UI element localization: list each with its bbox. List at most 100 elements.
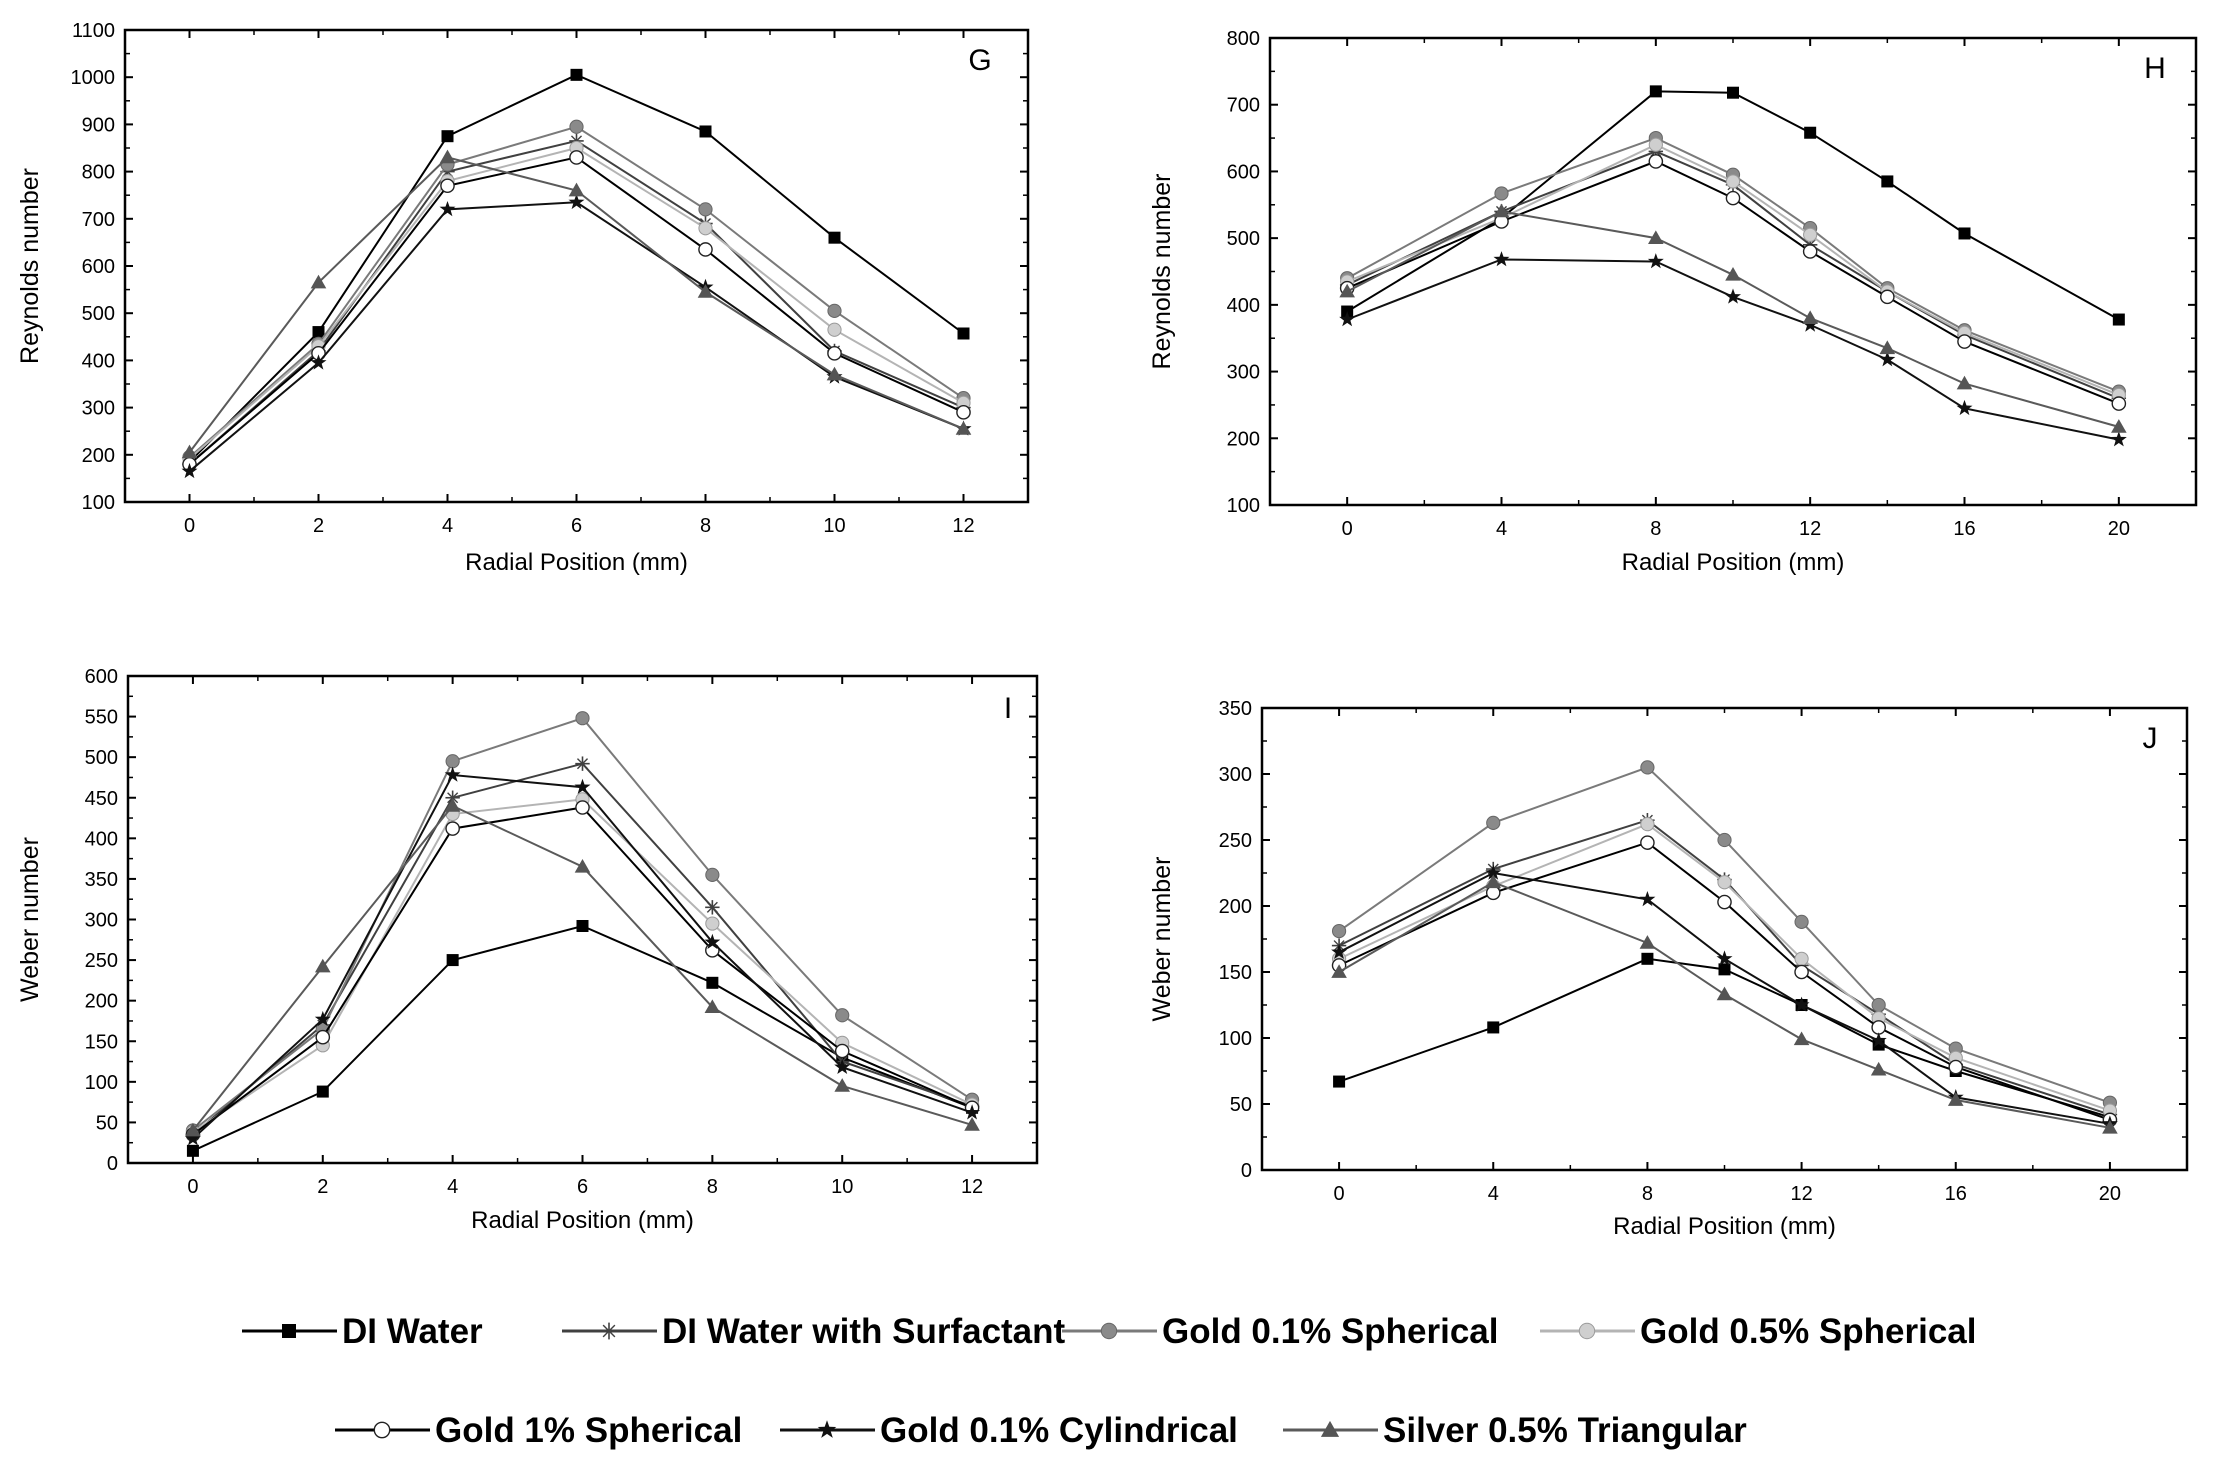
y-axis-label: Weber number (1148, 857, 1176, 1022)
panel-label: I (1004, 692, 1012, 725)
data-point (446, 954, 459, 967)
data-point (1639, 891, 1656, 907)
series-line (1346, 90, 2120, 321)
data-point (1339, 283, 1355, 298)
y-tick-label: 600 (82, 256, 115, 278)
data-point (1725, 174, 1741, 189)
data-point (698, 242, 713, 257)
data-point (1948, 1059, 1964, 1075)
data-point (1957, 334, 1972, 349)
data-point (1725, 288, 1741, 304)
data-point (827, 346, 842, 361)
data-point (1881, 175, 1894, 188)
data-point (314, 958, 331, 973)
legend-swatch-marker (817, 1420, 837, 1438)
data-point (181, 462, 198, 479)
x-tick-label: 0 (184, 515, 195, 537)
data-point (575, 711, 590, 726)
y-axis-label: Weber number (16, 837, 44, 1002)
series-line (1338, 871, 2111, 1125)
data-point (1870, 1032, 1887, 1048)
panel-label: H (2144, 52, 2166, 85)
legend-label: DI Water (342, 1312, 483, 1351)
data-point (1793, 1031, 1810, 1046)
legend: DI Water DI Water with Surfactant Gold 0.1… (242, 1312, 1977, 1450)
y-tick-label: 400 (82, 350, 115, 372)
data-point (1339, 311, 1356, 327)
series-g01c (1339, 251, 2127, 447)
x-tick-label: 6 (577, 1176, 588, 1198)
data-point (828, 231, 841, 244)
series-line (1338, 881, 2111, 1129)
data-point (1956, 399, 1973, 416)
data-point (1718, 963, 1731, 976)
y-tick-label: 200 (1219, 896, 1252, 918)
data-point (1487, 1021, 1500, 1034)
data-point (1802, 310, 1818, 325)
data-point (439, 201, 456, 217)
data-point (1879, 351, 1896, 367)
data-point (1493, 251, 1510, 267)
series-g1s (1331, 835, 2118, 1128)
data-point (1803, 227, 1818, 242)
y-tick-label: 50 (96, 1112, 118, 1134)
y-tick-label: 150 (85, 1031, 118, 1053)
data-point (1648, 137, 1663, 152)
data-point (834, 1043, 850, 1059)
data-point (574, 778, 591, 794)
x-tick-label: 12 (1790, 1183, 1812, 1205)
data-point (706, 976, 719, 989)
data-point (1494, 186, 1509, 201)
data-point (964, 1104, 981, 1120)
x-tick-label: 2 (313, 515, 324, 537)
data-point (316, 1085, 329, 1098)
legend-swatch-marker (282, 1324, 296, 1338)
data-point (569, 150, 584, 165)
series-g01s (1331, 760, 2118, 1110)
y-tick-label: 800 (1227, 28, 1260, 50)
y-tick-label: 600 (85, 666, 118, 688)
data-point (1717, 894, 1732, 910)
legend-label: Gold 1% Spherical (435, 1411, 742, 1450)
data-point (835, 1008, 850, 1023)
data-point (181, 444, 198, 459)
x-tick-label: 2 (317, 1176, 328, 1198)
y-axis-label: Reynolds number (1148, 174, 1176, 370)
y-tick-label: 350 (1219, 698, 1252, 720)
series-g1s (182, 150, 971, 472)
data-point (827, 303, 842, 318)
data-point (440, 178, 455, 194)
data-point (184, 1130, 201, 1146)
legend-item-dw: DI Water (242, 1312, 483, 1351)
data-point (2110, 431, 2127, 447)
data-point (1725, 190, 1741, 206)
legend-label: Gold 0.5% Spherical (1640, 1312, 1977, 1351)
data-point (1493, 203, 1510, 218)
y-tick-label: 250 (1219, 830, 1252, 852)
y-tick-label: 500 (1227, 228, 1260, 250)
data-point (1486, 815, 1501, 830)
data-point (705, 867, 720, 882)
data-point (1639, 935, 1656, 949)
y-tick-label: 100 (82, 492, 115, 514)
y-tick-label: 1100 (72, 20, 115, 42)
x-tick-label: 8 (1650, 518, 1661, 540)
series-line (192, 804, 973, 1132)
data-point (964, 1117, 980, 1131)
series-line (1346, 143, 2120, 396)
data-point (1802, 244, 1818, 259)
data-point (314, 1010, 331, 1027)
plot-frame (123, 28, 1030, 504)
series-line (1338, 823, 2111, 1112)
data-point (1641, 952, 1654, 965)
data-point (445, 754, 460, 769)
data-point (444, 766, 461, 782)
x-tick-label: 8 (1642, 1183, 1653, 1205)
legend-swatch-marker (600, 1322, 618, 1340)
data-point (439, 149, 456, 164)
y-tick-label: 550 (85, 707, 118, 729)
data-point (444, 798, 461, 812)
x-tick-label: 0 (1342, 518, 1353, 540)
data-point (315, 1029, 331, 1045)
